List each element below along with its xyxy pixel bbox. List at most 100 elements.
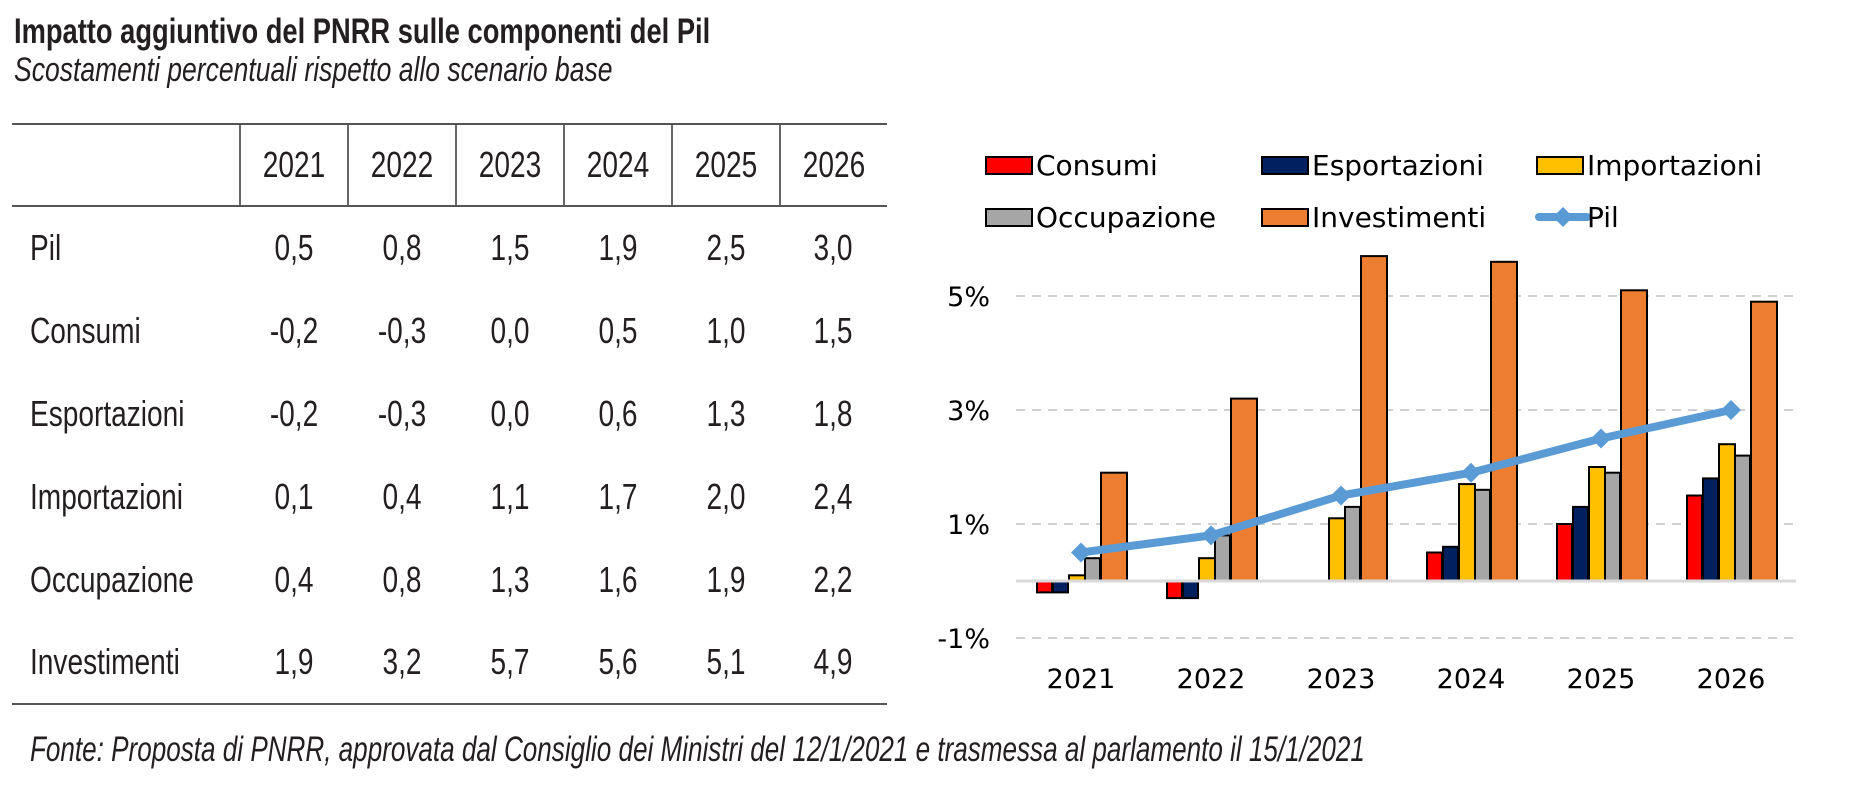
table-cell: 0,4 — [274, 558, 314, 600]
bar-importazioni-2024 — [1458, 483, 1476, 583]
row-label: Esportazioni — [30, 392, 185, 434]
table-cell: 5,1 — [672, 621, 780, 705]
x-tick-label: 2026 — [1697, 664, 1766, 695]
row-label: Consumi — [30, 309, 141, 351]
table-cell: 5,6 — [564, 621, 673, 705]
bars — [1036, 255, 1778, 600]
legend-swatch — [1261, 156, 1309, 175]
bar-investimenti-2023 — [1360, 255, 1388, 582]
table-row: Esportazioni -0,2 -0,3 0,0 0,6 1,3 1,8 — [12, 372, 887, 455]
y-axis: -1% 1% 3% 5% — [937, 282, 990, 655]
table-cell: 0,1 — [274, 475, 314, 517]
bar-occupazione-2021 — [1084, 557, 1101, 583]
legend-item-importazioni: Importazioni — [1536, 149, 1762, 182]
legend-item-pil: Pil — [1535, 201, 1619, 234]
legend-swatch — [985, 156, 1033, 175]
bar-investimenti-2022 — [1230, 397, 1258, 582]
legend-label: Pil — [1587, 201, 1619, 234]
x-tick-label: 2022 — [1177, 664, 1246, 695]
table-cell: 2,4 — [813, 475, 854, 517]
legend-diamond-icon — [1553, 207, 1573, 227]
point-pil-2024 — [1461, 462, 1481, 483]
table-cell: 1,8 — [813, 392, 854, 434]
table-header-year: 2026 — [778, 123, 887, 207]
legend-label: Importazioni — [1587, 149, 1762, 182]
table-cell: 1,5 — [490, 227, 530, 268]
row-label: Occupazione — [30, 558, 194, 600]
table-cell: 1,1 — [490, 475, 530, 517]
table-cell: 1,3 — [706, 392, 746, 434]
table-cell: -0,3 — [377, 309, 427, 351]
row-label: Investimenti — [12, 621, 241, 705]
table-cell: 4,9 — [779, 621, 887, 705]
source-footnote: Fonte: Proposta di PNRR, approvata dal C… — [30, 730, 1822, 770]
x-tick-label: 2025 — [1567, 664, 1636, 695]
table-cell: 0,0 — [490, 392, 530, 434]
bar-importazioni-2026 — [1718, 443, 1736, 583]
table-cell: 3,2 — [348, 621, 457, 705]
bar-consumi-2022 — [1166, 580, 1183, 600]
table-cell: 0,5 — [598, 309, 638, 351]
bar-esportazioni-2026 — [1702, 477, 1719, 582]
bar-consumi-2026 — [1686, 494, 1703, 582]
table-cell: 2,5 — [706, 227, 746, 268]
row-label: Importazioni — [30, 475, 183, 517]
table-cell: 1,9 — [598, 227, 638, 268]
point-pil-2022 — [1201, 525, 1221, 546]
chart-subtitle: Scostamenti percentuali rispetto allo sc… — [14, 52, 781, 88]
bar-occupazione-2023 — [1344, 505, 1361, 582]
y-tick-label: 3% — [947, 396, 990, 427]
bar-importazioni-2023 — [1328, 517, 1346, 582]
table-cell: 1,6 — [598, 558, 638, 600]
bar-esportazioni-2025 — [1572, 505, 1589, 582]
legend-swatch — [1261, 208, 1309, 227]
table-cell: 1,3 — [490, 558, 530, 600]
point-pil-2026 — [1721, 400, 1741, 420]
gridlines — [1016, 295, 1796, 639]
bar-occupazione-2022 — [1214, 534, 1231, 583]
chart-title: Impatto aggiuntivo del PNRR sulle compon… — [14, 12, 907, 52]
x-tick-label: 2023 — [1307, 664, 1376, 695]
legend-item-investimenti: Investimenti — [1261, 201, 1486, 234]
table-cell: 1,7 — [598, 475, 638, 517]
bar-investimenti-2021 — [1100, 471, 1128, 583]
title-text: Impatto aggiuntivo del PNRR sulle compon… — [14, 12, 711, 51]
bar-esportazioni-2024 — [1442, 545, 1459, 582]
table-cell: 1,5 — [813, 309, 854, 351]
table-cell: 1,9 — [240, 621, 349, 705]
legend-swatch — [985, 208, 1033, 227]
footnote-text: Fonte: Proposta di PNRR, approvata dal C… — [30, 730, 1365, 769]
point-pil-2025 — [1591, 428, 1611, 449]
table-cell: 0,8 — [382, 227, 422, 268]
bar-consumi-2021 — [1036, 580, 1053, 594]
table-cell: -0,2 — [269, 392, 319, 434]
legend-item-occupazione: Occupazione — [985, 201, 1216, 234]
table-row: Pil 0,5 0,8 1,5 1,9 2,5 3,0 — [12, 206, 887, 289]
pil-line — [1071, 400, 1741, 563]
table-row: Investimenti 1,9 3,2 5,7 5,6 5,1 4,9 — [12, 621, 887, 705]
bar-esportazioni-2022 — [1182, 580, 1199, 600]
table-row: Consumi -0,2 -0,3 0,0 0,5 1,0 1,5 — [12, 289, 887, 372]
table-cell: 2,0 — [706, 475, 746, 517]
x-tick-label: 2024 — [1437, 664, 1506, 695]
table-header-year: 2022 — [347, 123, 457, 207]
table-cell: 2,2 — [813, 558, 854, 600]
table-cell: 0,8 — [382, 558, 422, 600]
x-axis: 2021 2022 2023 2024 2025 2026 — [1047, 664, 1766, 695]
bar-occupazione-2025 — [1604, 471, 1621, 583]
table-cell: 0,5 — [274, 227, 314, 268]
legend-label: Occupazione — [1036, 201, 1216, 234]
table-cell: 0,0 — [490, 309, 530, 351]
row-label: Pil — [30, 227, 62, 268]
table-row: Occupazione 0,4 0,8 1,3 1,6 1,9 2,2 — [12, 538, 887, 621]
legend-swatch — [1536, 156, 1584, 175]
table-cell: 5,7 — [456, 621, 565, 705]
table-cell: 3,0 — [813, 227, 854, 268]
table-cell: 0,4 — [382, 475, 422, 517]
table-cell: 0,6 — [598, 392, 638, 434]
table-row: Importazioni 0,1 0,4 1,1 1,7 2,0 2,4 — [12, 455, 887, 538]
y-tick-label: 5% — [947, 282, 990, 313]
bar-investimenti-2026 — [1750, 300, 1778, 582]
y-tick-label: -1% — [937, 624, 990, 655]
